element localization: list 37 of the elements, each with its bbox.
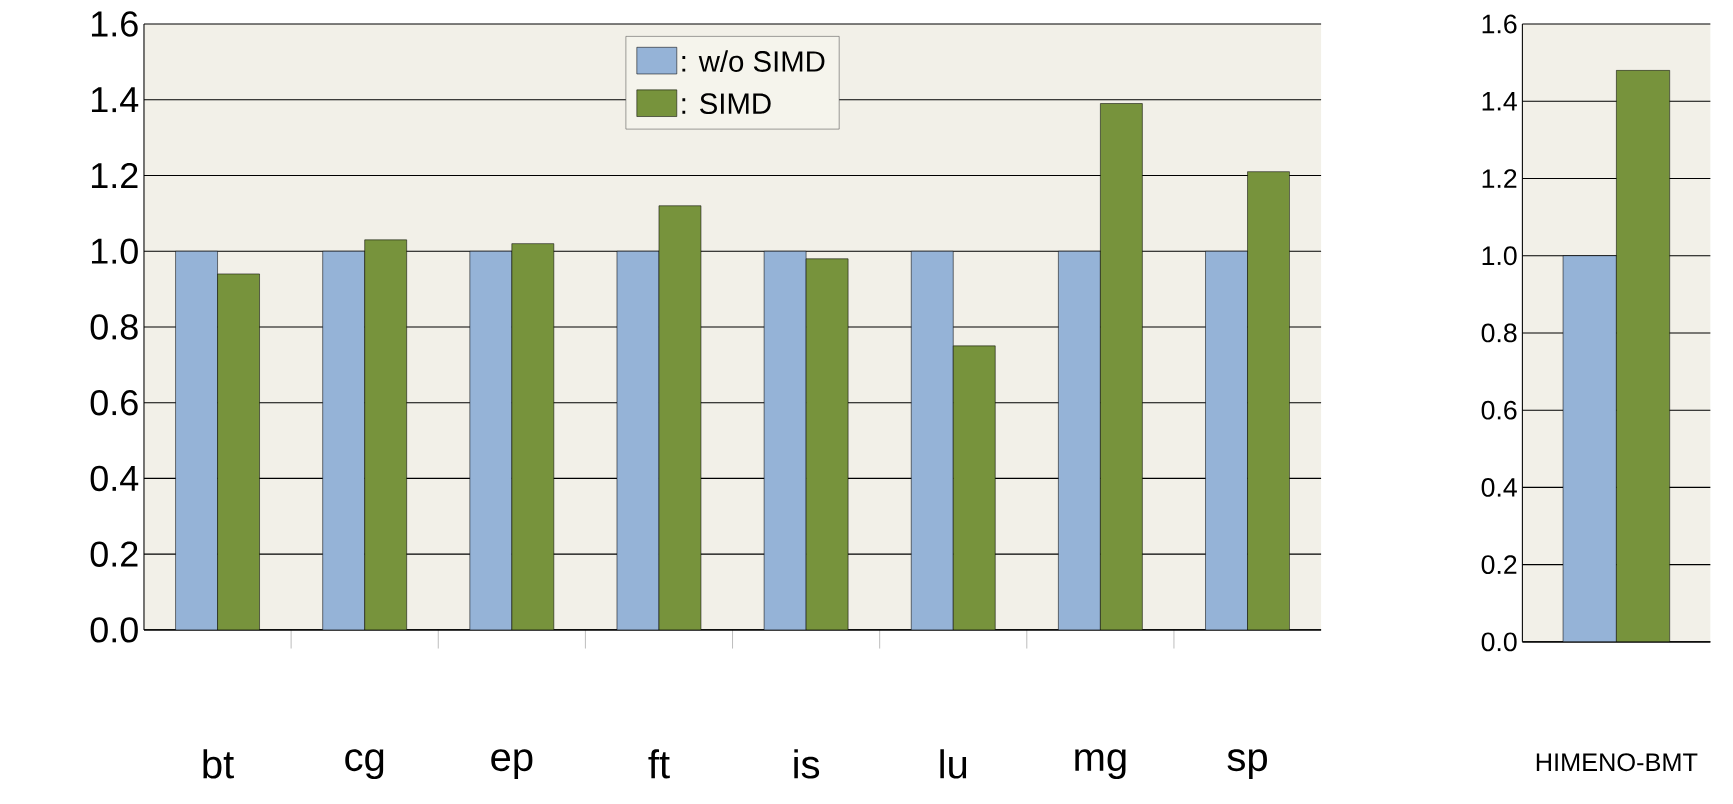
y-tick-label: 1.0 xyxy=(91,238,138,265)
x-tick-label: is xyxy=(794,749,820,779)
legend-label: : w/o SIMD xyxy=(682,50,825,72)
y-tick-label: 1.4 xyxy=(1482,92,1517,111)
y-tick-label: 0.8 xyxy=(90,314,138,340)
x-tick-label: HIMENO-BMT xyxy=(1536,753,1698,772)
y-tick-label: 1.6 xyxy=(1482,14,1517,34)
bar xyxy=(1205,251,1248,630)
x-tick-label: ep xyxy=(491,749,533,780)
bar xyxy=(322,251,365,630)
x-tick-label: sp xyxy=(1227,749,1267,780)
y-tick-label: 0.6 xyxy=(1481,400,1517,420)
y-tick-label: 1.0 xyxy=(1482,246,1517,266)
y-tick-label: 1.6 xyxy=(91,11,138,37)
y-tick-label: 0.6 xyxy=(90,390,138,416)
y-tick-label: 1.2 xyxy=(1482,169,1517,188)
x-tick-label: bt xyxy=(203,749,234,779)
bar xyxy=(910,251,954,630)
y-tick-label: 0.0 xyxy=(90,617,138,643)
bar xyxy=(763,251,807,630)
y-tick-label: 1.2 xyxy=(91,162,138,189)
y-tick-label: 0.2 xyxy=(1481,555,1517,575)
legend-label: : SIMD xyxy=(682,93,771,115)
y-tick-label: 0.0 xyxy=(1481,632,1517,652)
y-tick-label: 0.2 xyxy=(90,541,138,567)
bar xyxy=(616,251,660,630)
x-tick-label: mg xyxy=(1075,749,1126,780)
bar xyxy=(469,251,513,630)
x-tick-label: lu xyxy=(940,749,967,779)
bar xyxy=(1058,251,1101,630)
bar xyxy=(175,251,218,630)
x-tick-label: cg xyxy=(345,749,384,780)
x-tick-label: ft xyxy=(648,749,670,779)
y-tick-label: 0.8 xyxy=(1481,323,1517,343)
y-tick-label: 0.4 xyxy=(90,465,139,492)
y-tick-label: 0.4 xyxy=(1481,478,1517,497)
y-tick-label: 1.4 xyxy=(91,87,139,113)
